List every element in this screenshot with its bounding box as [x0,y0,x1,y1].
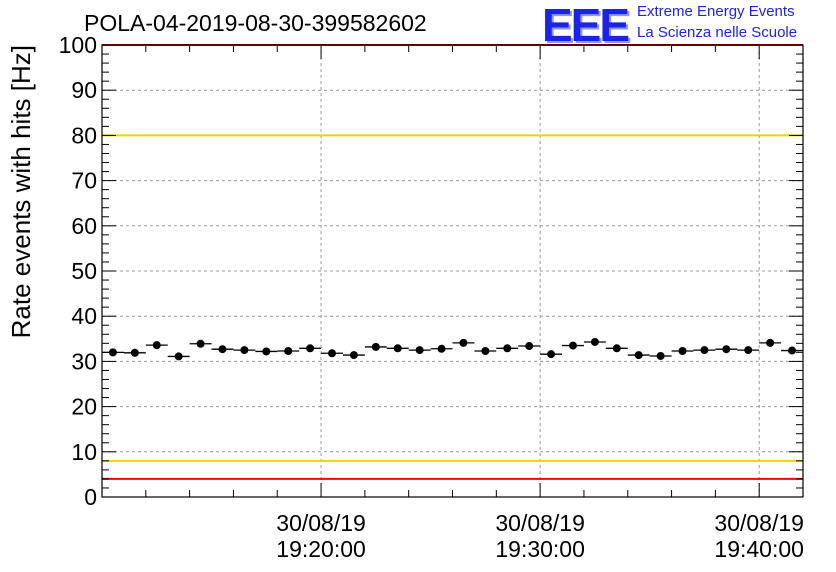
y-tick-label: 30 [71,348,97,374]
y-tick-label: 70 [71,168,97,194]
data-point [634,351,643,360]
y-axis-label: Rate events with hits [Hz] [6,45,36,338]
data-point [349,351,358,360]
data-point [196,339,205,348]
x-tick-date-label: 30/08/19 [276,510,366,536]
data-point [371,342,380,351]
data-point [525,342,534,351]
y-tick-label: 10 [71,439,97,465]
x-tick-time-label: 19:20:00 [276,536,366,562]
data-point [284,347,293,356]
y-tick-label: 80 [71,122,97,148]
data-point [218,345,227,354]
data-point [262,347,271,356]
data-point [503,344,512,353]
data-point [722,345,731,354]
data-point [766,338,775,347]
data-point [547,350,556,359]
data-point [788,346,797,355]
data-point [393,344,402,353]
eee-logo: EEE Extreme Energy Events La Scienza nel… [542,0,836,51]
y-tick-label: 60 [71,213,97,239]
y-tick-label: 20 [71,394,97,420]
data-point [744,346,753,355]
data-point [700,346,709,355]
y-tick-label: 50 [71,258,97,284]
x-tick-date-label: 30/08/19 [714,510,804,536]
data-point [152,341,161,350]
data-point [481,347,490,356]
data-point [459,338,468,347]
data-point [612,344,621,353]
eee-logo-line1: Extreme Energy Events [637,3,795,20]
data-point [130,348,139,357]
data-point [174,352,183,361]
data-point [437,344,446,353]
y-tick-label: 90 [71,77,97,103]
data-point [108,348,117,357]
y-tick-label: 100 [59,32,97,58]
data-point [415,346,424,355]
data-point [240,346,249,355]
x-tick-time-label: 19:40:00 [714,536,804,562]
data-point [568,341,577,350]
data-point [590,337,599,346]
eee-logo-line2: La Scienza nelle Scuole [637,24,798,41]
y-tick-label: 0 [84,484,97,510]
x-tick-date-label: 30/08/19 [495,510,585,536]
data-point [678,347,687,356]
data-point [328,349,337,358]
data-point [306,344,315,353]
chart-title: POLA-04-2019-08-30-399582602 [84,10,427,36]
data-point [656,351,665,360]
x-tick-time-label: 19:30:00 [495,536,585,562]
eee-logo-mark: EEE [542,0,630,51]
y-tick-label: 40 [71,303,97,329]
